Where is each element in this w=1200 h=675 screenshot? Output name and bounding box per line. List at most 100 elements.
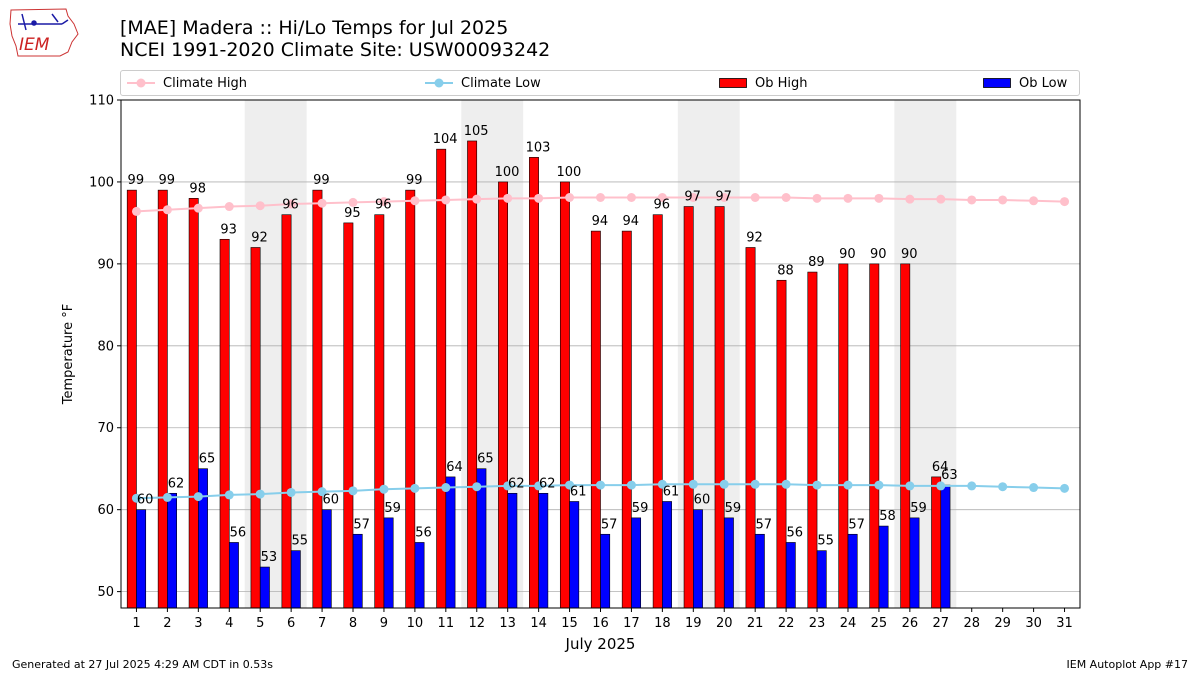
ob-high-bar-day-5 [250, 247, 261, 609]
ob-low-bar-day-8 [352, 533, 363, 609]
y-tick-label-50: 50 [97, 585, 114, 600]
climate-low-point-day-17 [626, 480, 636, 490]
x-tick-label-23: 23 [809, 616, 826, 631]
legend-item-ob-high: Ob High [719, 71, 808, 95]
ob-high-label-day-12: 105 [464, 124, 489, 139]
x-tick-label-3: 3 [194, 616, 202, 631]
x-tick-label-15: 15 [561, 616, 578, 631]
ob-low-bar-swatch [983, 78, 1011, 88]
x-tick-label-25: 25 [871, 616, 888, 631]
climate-low-point-day-21 [750, 479, 760, 489]
ob-high-label-day-4: 93 [220, 222, 237, 237]
weather-instrument-icon [18, 13, 69, 31]
climate-high-point-day-3 [193, 203, 203, 213]
ob-low-label-day-7: 60 [322, 493, 339, 508]
x-tick-label-16: 16 [592, 616, 609, 631]
ob-low-label-day-22: 56 [786, 525, 803, 540]
climate-low-point-day-18 [657, 479, 667, 489]
climate-low-point-day-19 [688, 479, 698, 489]
climate-low-point-day-20 [719, 479, 729, 489]
ob-low-label-day-17: 59 [632, 501, 649, 516]
legend: Climate High Climate Low Ob High Ob Low [120, 70, 1080, 96]
climate-high-point-day-11 [441, 195, 451, 205]
ob-high-label-day-14: 103 [526, 140, 551, 155]
legend-item-climate-high: Climate High [127, 71, 247, 95]
ob-high-label-day-3: 98 [189, 181, 206, 196]
ob-high-bar-day-1 [126, 189, 137, 609]
x-tick-label-13: 13 [499, 616, 516, 631]
climate-high-point-day-22 [781, 193, 791, 203]
climate-high-point-day-21 [750, 193, 760, 203]
ob-low-bar-day-12 [476, 468, 487, 609]
legend-label-climate-low: Climate Low [461, 75, 541, 91]
ob-high-label-day-2: 99 [158, 173, 175, 188]
ob-low-label-day-8: 57 [353, 517, 370, 532]
ob-high-bar-day-25 [869, 263, 880, 609]
iem-logo: IEM [9, 8, 79, 57]
ob-high-bar-day-20 [714, 206, 725, 609]
ob-low-label-day-3: 65 [199, 452, 216, 467]
ob-low-label-day-5: 53 [261, 550, 278, 565]
x-tick-label-12: 12 [468, 616, 485, 631]
y-tick-label-80: 80 [97, 339, 114, 354]
climate-low-point-day-11 [441, 483, 451, 493]
legend-label-climate-high: Climate High [163, 75, 248, 91]
ob-high-bar-day-26 [900, 263, 911, 609]
chart-title-line2: NCEI 1991-2020 Climate Site: USW00093242 [120, 39, 551, 61]
ob-high-bar-swatch [719, 78, 747, 88]
ob-high-bar-day-16 [590, 230, 601, 609]
climate-low-point-day-16 [596, 480, 605, 490]
ob-low-label-day-21: 57 [756, 517, 773, 532]
climate-low-point-day-12 [472, 482, 482, 492]
ob-low-bar-day-6 [290, 550, 301, 609]
climate-low-point-day-3 [193, 492, 203, 502]
ob-low-label-day-15: 61 [570, 484, 587, 499]
x-axis-label: July 2025 [565, 635, 636, 653]
climate-low-point-day-6 [286, 487, 296, 497]
ob-high-label-day-20: 97 [715, 190, 732, 205]
plot-frame [120, 99, 1081, 609]
ob-low-bar-day-25 [878, 525, 889, 609]
ob-low-bar-day-27 [940, 484, 951, 609]
x-tick-label-6: 6 [287, 616, 295, 631]
climate-low-point-day-28 [967, 481, 977, 491]
ob-high-bar-day-15 [559, 181, 570, 609]
climate-high-point-day-31 [1060, 197, 1070, 207]
ob-low-label-day-24: 57 [848, 517, 865, 532]
x-tick-label-14: 14 [530, 616, 547, 631]
climate-high-point-day-28 [967, 195, 977, 205]
ob-low-bar-day-9 [383, 517, 394, 609]
climate-high-point-day-17 [626, 193, 636, 203]
ob-low-label-day-26: 59 [910, 501, 927, 516]
ob-low-bar-day-11 [445, 476, 456, 609]
ob-low-label-day-18: 61 [663, 484, 680, 499]
ob-high-bar-day-11 [436, 148, 447, 609]
climate-high-point-day-15 [565, 193, 575, 203]
ob-low-label-day-1: 60 [137, 493, 154, 508]
climate-high-point-day-5 [255, 201, 265, 211]
ob-high-label-day-19: 97 [684, 190, 701, 205]
x-tick-label-10: 10 [407, 616, 424, 631]
climate-high-point-day-7 [317, 198, 327, 208]
ob-low-label-day-23: 55 [817, 534, 834, 549]
ob-low-label-day-6: 55 [292, 534, 309, 549]
climate-high-point-day-1 [131, 206, 141, 216]
ob-low-bar-day-22 [785, 542, 796, 609]
climate-high-point-day-23 [812, 193, 822, 203]
app-credit: IEM Autoplot App #17 [1066, 658, 1189, 671]
climate-high-point-day-27 [936, 194, 946, 204]
x-tick-label-9: 9 [380, 616, 388, 631]
ob-high-bar-day-12 [467, 140, 478, 609]
ob-low-label-day-12: 65 [477, 452, 494, 467]
climate-low-point-day-5 [255, 489, 265, 499]
ob-high-bar-day-18 [652, 214, 663, 609]
ob-high-label-day-11: 104 [433, 132, 458, 147]
climate-low-point-day-24 [843, 480, 853, 490]
ob-low-bar-day-13 [507, 492, 518, 609]
climate-low-point-day-9 [379, 484, 389, 494]
x-tick-label-20: 20 [716, 616, 733, 631]
ob-high-label-day-26: 90 [901, 247, 918, 262]
ob-high-bar-day-7 [312, 189, 323, 609]
climate-high-point-day-30 [1029, 196, 1039, 206]
climate-low-point-day-13 [503, 481, 513, 491]
